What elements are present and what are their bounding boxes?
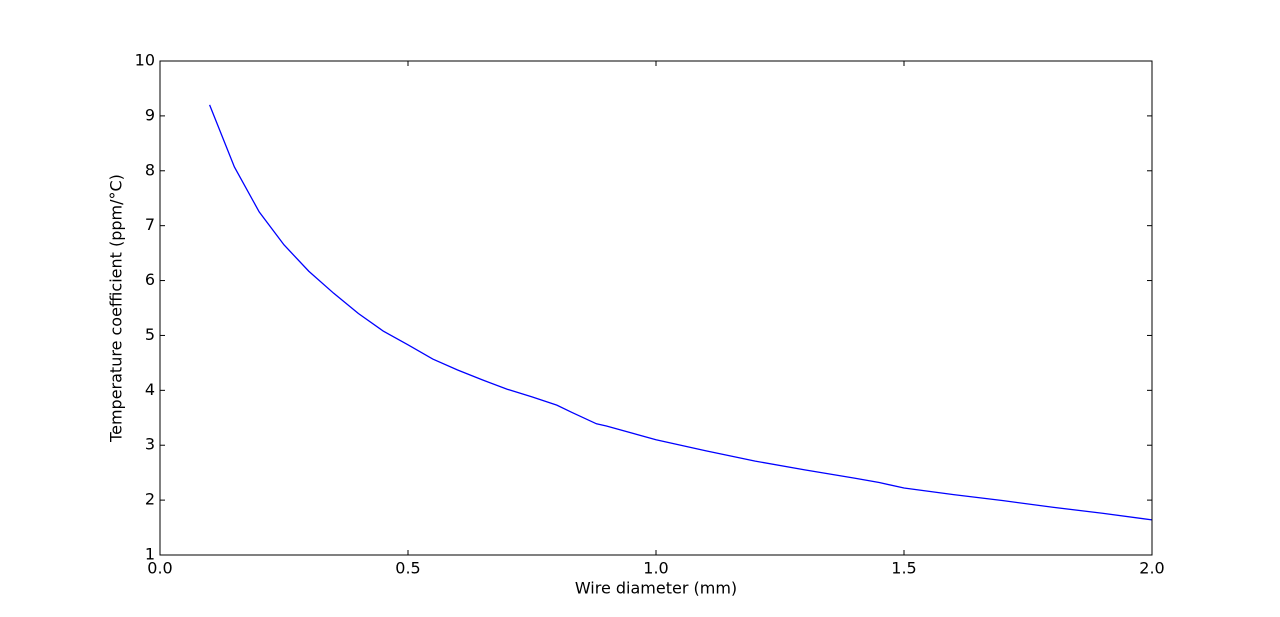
y-tick-label: 9 [145, 105, 155, 124]
y-tick-label: 5 [145, 325, 155, 344]
y-axis-label: Temperature coefficient (ppm/°C) [107, 174, 126, 443]
y-tick-label: 3 [145, 435, 155, 454]
x-tick-label: 0.0 [147, 559, 172, 578]
x-tick-label: 1.0 [643, 559, 668, 578]
y-tick-label: 8 [145, 160, 155, 179]
y-tick-label: 2 [145, 490, 155, 509]
x-axis-label: Wire diameter (mm) [575, 579, 737, 598]
x-tick-label: 2.0 [1139, 559, 1164, 578]
plot-frame [159, 60, 1153, 556]
x-tick-label: 1.5 [891, 559, 916, 578]
x-tick-label: 0.5 [395, 559, 420, 578]
y-tick-label: 10 [135, 51, 155, 70]
y-tick-label: 7 [145, 215, 155, 234]
y-tick-label: 1 [145, 545, 155, 564]
y-tick-label: 6 [145, 270, 155, 289]
y-tick-label: 4 [145, 380, 155, 399]
data-line [208, 104, 1153, 521]
